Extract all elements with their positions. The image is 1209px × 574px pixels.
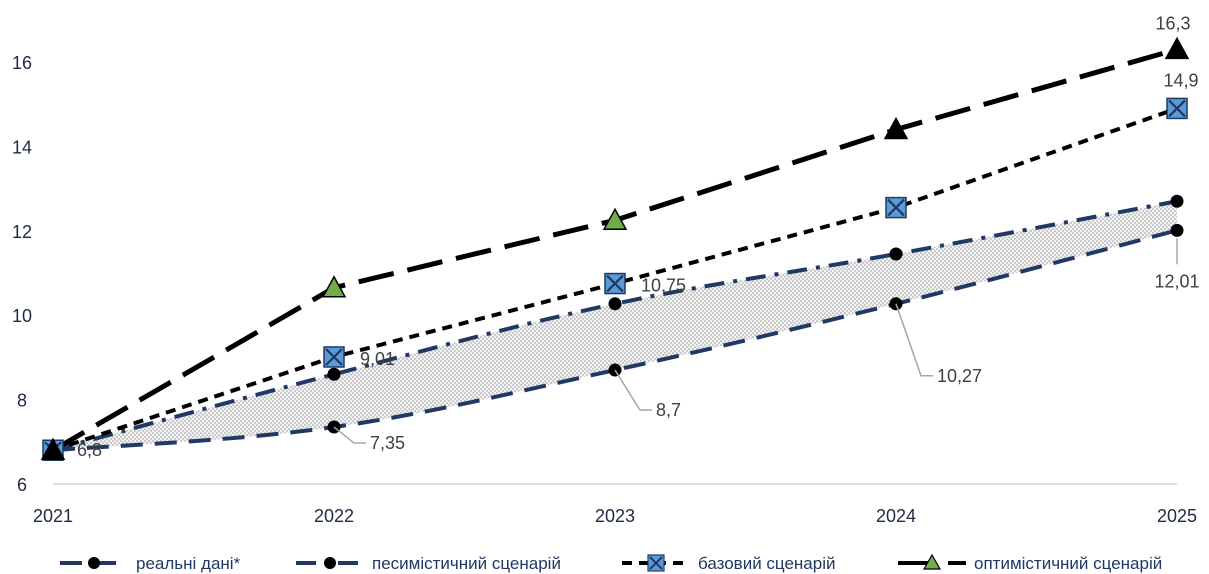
x-tick-label: 2025 <box>1157 506 1197 526</box>
data-label: 9,01 <box>360 349 395 369</box>
data-label: 10,27 <box>937 366 982 386</box>
y-tick-label: 14 <box>12 137 32 157</box>
point <box>323 346 345 368</box>
legend-marker-cross <box>649 556 663 570</box>
marker-x-square-cross <box>1168 99 1186 118</box>
marker-x-square-cross <box>887 198 905 217</box>
leader-line <box>333 426 366 444</box>
point <box>1164 36 1190 60</box>
legend-label: оптимістичний сценарій <box>974 554 1162 573</box>
point <box>1170 194 1184 208</box>
legend-marker <box>922 553 942 570</box>
y-tick-label: 6 <box>17 475 27 495</box>
legend-item: оптимістичний сценарій <box>898 553 1162 573</box>
band-area <box>53 201 1177 451</box>
point <box>40 437 66 460</box>
y-tick-label: 8 <box>17 391 27 411</box>
point <box>1170 223 1184 237</box>
legend-label: реальні дані* <box>136 554 241 573</box>
point <box>1166 97 1188 120</box>
point <box>883 116 909 140</box>
y-tick-label: 16 <box>12 53 32 73</box>
data-label: 10,75 <box>641 276 686 296</box>
x-tick-label: 2024 <box>876 506 916 526</box>
x-tick-label: 2022 <box>314 506 354 526</box>
legend-item: базовий сценарій <box>622 554 836 573</box>
legend-label: базовий сценарій <box>698 554 836 573</box>
data-label: 8,7 <box>656 400 681 420</box>
leader-line <box>895 303 933 377</box>
axes: 6 8 10 12 14 16 2021 2022 2023 2024 2025 <box>12 53 1197 526</box>
point <box>608 297 622 311</box>
leader-line <box>614 369 652 411</box>
point <box>885 196 907 219</box>
x-tick-label: 2021 <box>33 506 73 526</box>
point <box>604 272 626 295</box>
y-tick-label: 12 <box>12 222 32 242</box>
marker-x-square-cross <box>606 274 624 293</box>
legend-label: песимістичний сценарій <box>372 554 561 573</box>
point <box>327 367 341 381</box>
point <box>889 247 903 261</box>
point <box>602 207 628 230</box>
legend-marker <box>88 557 100 569</box>
legend: реальні дані* песимістичний сценарій базов… <box>60 553 1162 573</box>
data-label: 16,3 <box>1155 13 1190 33</box>
data-label: 14,9 <box>1163 70 1198 90</box>
x-tick-label: 2023 <box>595 506 635 526</box>
legend-item: песимістичний сценарій <box>296 554 561 573</box>
series-line <box>52 228 1178 453</box>
legend-item: реальні дані* <box>60 554 241 573</box>
data-label: 12,01 <box>1154 271 1199 291</box>
data-labels: 7,35 8,7 10,27 12,01 6,8 9,01 10,75 14,9 16,3 <box>77 13 1200 460</box>
marker-x-square-cross <box>325 348 343 366</box>
y-tick-label: 10 <box>12 306 32 326</box>
legend-marker <box>324 557 336 569</box>
data-label: 7,35 <box>370 433 405 453</box>
scenario-band <box>53 201 1177 451</box>
series-line <box>52 199 1178 453</box>
data-label: 6,8 <box>77 440 102 460</box>
point <box>321 275 347 298</box>
